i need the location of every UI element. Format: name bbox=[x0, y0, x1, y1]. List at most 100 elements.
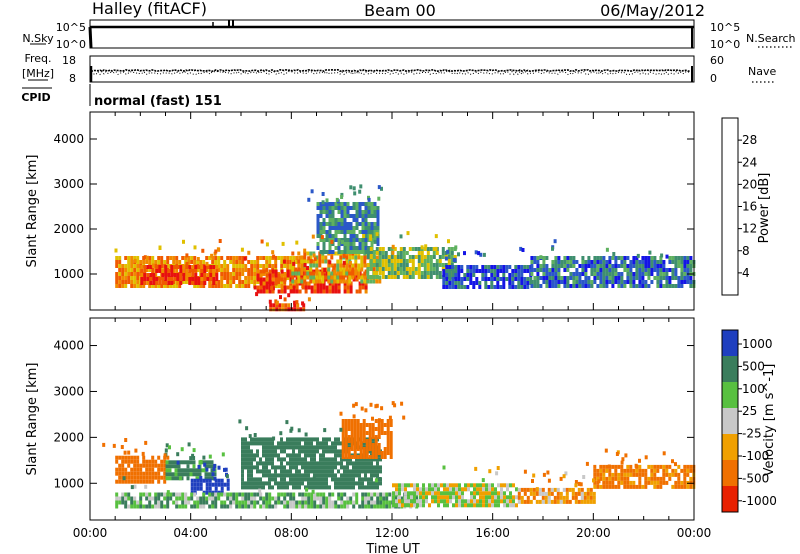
data-cell bbox=[325, 477, 328, 482]
data-cell bbox=[671, 459, 674, 464]
data-cell bbox=[364, 238, 368, 242]
data-cell bbox=[596, 272, 600, 276]
data-cell bbox=[626, 276, 630, 280]
data-cell bbox=[124, 479, 128, 484]
data-cell bbox=[300, 263, 304, 268]
data-cell bbox=[164, 448, 168, 453]
data-cell bbox=[280, 289, 284, 294]
data-cell bbox=[181, 280, 185, 284]
data-cell bbox=[306, 271, 310, 276]
data-cell bbox=[262, 473, 265, 478]
data-cell bbox=[151, 455, 155, 460]
data-cell bbox=[356, 455, 360, 459]
data-cell bbox=[593, 268, 597, 272]
data-cell bbox=[446, 487, 449, 492]
data-cell bbox=[165, 476, 169, 481]
data-cell bbox=[241, 481, 244, 486]
data-cell bbox=[212, 467, 216, 472]
data-cell bbox=[408, 271, 412, 275]
data-cell bbox=[286, 473, 289, 478]
data-cell bbox=[318, 259, 322, 264]
data-cell bbox=[208, 454, 212, 459]
data-cell bbox=[548, 276, 552, 280]
data-cell bbox=[599, 272, 603, 276]
data-cell bbox=[429, 255, 433, 259]
data-cell bbox=[564, 471, 568, 476]
data-cell bbox=[253, 481, 256, 486]
data-cell bbox=[298, 457, 301, 462]
data-cell bbox=[470, 491, 473, 496]
data-cell bbox=[376, 492, 380, 497]
data-cell bbox=[448, 269, 452, 273]
data-cell bbox=[448, 273, 452, 277]
data-cell bbox=[356, 419, 360, 423]
data-cell bbox=[256, 461, 259, 466]
data-cell bbox=[376, 218, 380, 222]
data-cell bbox=[193, 260, 197, 264]
data-cell bbox=[295, 481, 298, 486]
data-cell bbox=[494, 499, 497, 504]
data-cell bbox=[334, 449, 337, 454]
data-cell bbox=[309, 267, 313, 272]
data-cell bbox=[324, 255, 328, 260]
data-cell bbox=[286, 264, 290, 268]
data-cell bbox=[319, 453, 322, 458]
data-cell bbox=[378, 275, 382, 280]
data-cell bbox=[289, 492, 293, 497]
data-cell bbox=[653, 468, 657, 473]
data-cell bbox=[180, 460, 184, 465]
data-cell bbox=[309, 251, 313, 256]
data-cell bbox=[262, 504, 266, 509]
data-cell bbox=[605, 284, 609, 288]
cpid-label: CPID bbox=[21, 91, 50, 104]
data-cell bbox=[325, 445, 328, 450]
data-cell bbox=[565, 499, 569, 504]
data-cell bbox=[120, 445, 124, 449]
data-cell bbox=[189, 460, 193, 465]
data-cell bbox=[238, 280, 242, 284]
data-cell bbox=[331, 234, 335, 238]
data-cell bbox=[325, 457, 328, 462]
data-cell bbox=[405, 263, 409, 267]
data-cell bbox=[533, 284, 537, 288]
data-cell bbox=[136, 272, 140, 276]
data-cell bbox=[366, 279, 370, 284]
data-cell bbox=[578, 284, 582, 288]
data-cell bbox=[454, 285, 458, 289]
data-cell bbox=[223, 268, 227, 272]
data-cell bbox=[455, 499, 458, 504]
data-cell bbox=[586, 495, 590, 500]
data-cell bbox=[413, 487, 416, 492]
data-cell bbox=[381, 259, 385, 263]
data-cell bbox=[683, 272, 687, 276]
data-cell bbox=[370, 496, 374, 501]
data-cell bbox=[344, 435, 348, 439]
data-cell bbox=[319, 285, 323, 290]
data-cell bbox=[536, 260, 540, 264]
data-cell bbox=[352, 504, 356, 509]
data-cell bbox=[268, 469, 271, 474]
data-cell bbox=[668, 464, 672, 469]
data-cell bbox=[398, 491, 401, 496]
data-cell bbox=[196, 504, 200, 509]
data-cell bbox=[614, 268, 618, 272]
data-cell bbox=[590, 284, 594, 288]
data-cell bbox=[121, 500, 125, 505]
data-cell bbox=[121, 272, 125, 276]
data-cell bbox=[133, 479, 137, 484]
data-cell bbox=[373, 469, 376, 474]
data-cell bbox=[379, 496, 383, 501]
data-cell bbox=[118, 467, 122, 472]
data-cell bbox=[428, 483, 431, 488]
data-cell bbox=[167, 269, 171, 273]
data-cell bbox=[140, 281, 144, 285]
data-cell bbox=[325, 202, 329, 206]
data-cell bbox=[367, 485, 370, 490]
data-cell bbox=[192, 468, 196, 473]
data-cell bbox=[130, 280, 134, 284]
data-cell bbox=[557, 256, 561, 260]
data-cell bbox=[331, 222, 335, 226]
data-cell bbox=[680, 268, 684, 272]
data-cell bbox=[467, 503, 470, 508]
data-cell bbox=[626, 472, 630, 477]
